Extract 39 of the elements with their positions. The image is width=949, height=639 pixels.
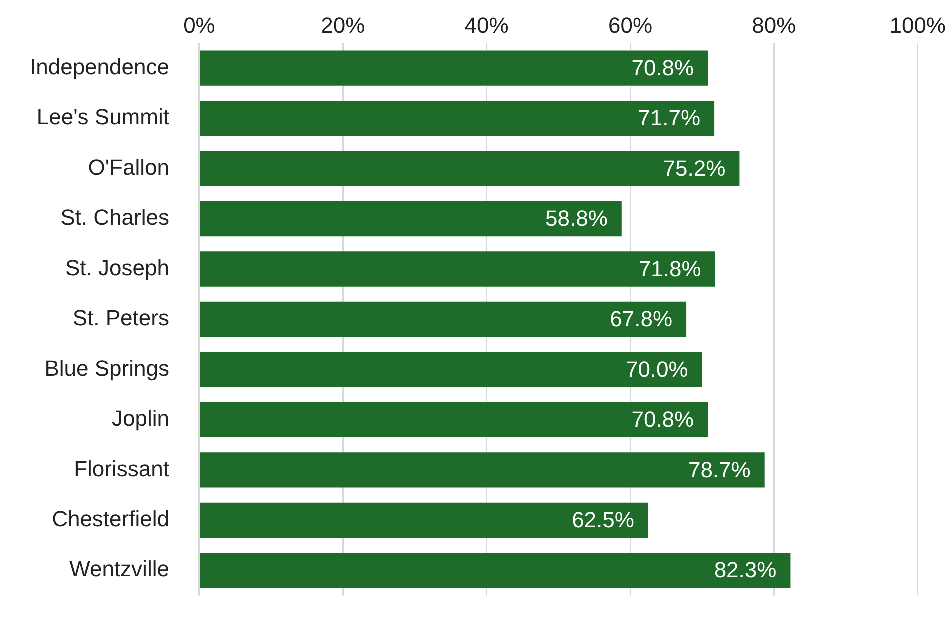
- y-tick-label: Independence: [30, 54, 170, 80]
- x-tick-label: 40%: [464, 13, 509, 38]
- data-label: 70.8%: [632, 407, 694, 432]
- y-tick-label: St. Charles: [60, 205, 170, 230]
- y-tick-label: O'Fallon: [88, 154, 170, 180]
- bar: [200, 252, 716, 287]
- bar: [200, 452, 765, 488]
- bar: [200, 201, 622, 237]
- bar: [200, 553, 791, 588]
- data-label: 67.8%: [610, 306, 673, 332]
- x-tick-label: 20%: [321, 13, 366, 38]
- x-tick-label: 60%: [608, 13, 653, 38]
- data-label: 70.8%: [632, 55, 694, 80]
- bar: [200, 402, 708, 438]
- y-tick-label: Florissant: [74, 456, 170, 482]
- data-label: 82.3%: [714, 558, 777, 583]
- y-tick-label: St. Peters: [72, 306, 170, 331]
- y-tick-label: Wentzville: [70, 556, 170, 582]
- y-tick-label: Lee's Summit: [36, 104, 170, 130]
- y-tick-label: Joplin: [112, 406, 170, 432]
- data-label: 71.7%: [638, 106, 701, 131]
- bar: [200, 151, 740, 186]
- data-label: 75.2%: [663, 156, 726, 181]
- x-tick-label: 100%: [890, 13, 946, 38]
- bar: [200, 302, 687, 338]
- y-tick-label: St. Joseph: [66, 255, 170, 280]
- data-label: 62.5%: [572, 508, 634, 533]
- x-tick-label: 80%: [752, 13, 796, 38]
- y-tick-label: Blue Springs: [44, 356, 170, 381]
- data-label: 58.8%: [545, 206, 608, 232]
- bar: [200, 100, 715, 136]
- bar: [200, 502, 648, 538]
- x-tick-label: 0%: [184, 13, 216, 38]
- data-label: 71.8%: [638, 256, 702, 282]
- y-tick-label: Chesterfield: [52, 506, 170, 532]
- data-label: 70.0%: [626, 356, 688, 382]
- bar: [200, 352, 702, 388]
- bar: [200, 50, 708, 86]
- data-label: 78.7%: [688, 457, 751, 482]
